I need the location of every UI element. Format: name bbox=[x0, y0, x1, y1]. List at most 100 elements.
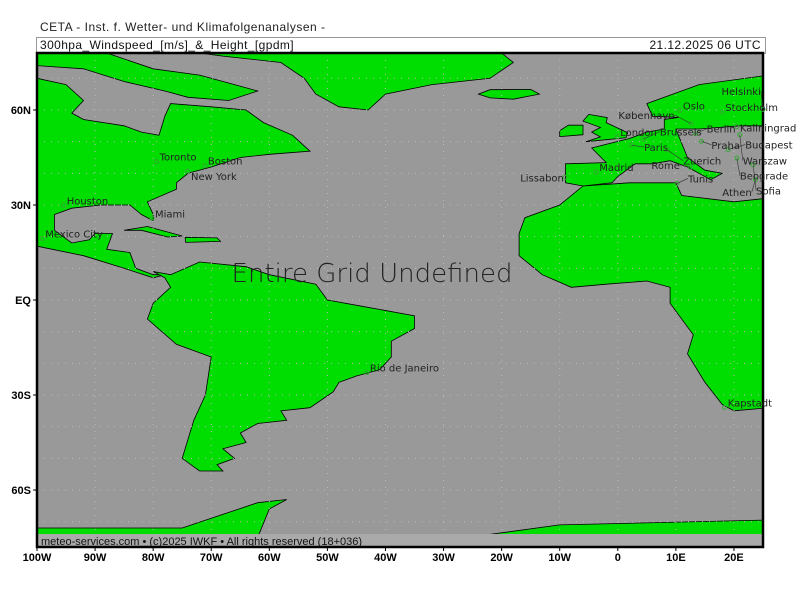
lon-tick-label: 100W bbox=[23, 552, 52, 564]
city-marker bbox=[722, 404, 728, 410]
city-leader-line bbox=[676, 178, 689, 184]
city-label: Kapstadt bbox=[728, 398, 772, 409]
city-label: London bbox=[620, 128, 657, 139]
city-leader-line bbox=[760, 90, 764, 110]
city-label: Rome bbox=[651, 161, 680, 172]
city-label: Brussels bbox=[660, 128, 702, 139]
lon-tick-label: 80W bbox=[142, 552, 165, 564]
city-label: Boston bbox=[208, 157, 243, 168]
footer-band bbox=[37, 534, 763, 547]
land-iceland bbox=[477, 88, 541, 100]
land-arctic-islands bbox=[37, 53, 260, 101]
city-leader-line bbox=[643, 131, 661, 140]
lon-tick-label: 20W bbox=[490, 552, 513, 564]
city-label: København bbox=[618, 111, 674, 122]
land-europe bbox=[565, 75, 763, 187]
city-label: Lissabon bbox=[520, 173, 564, 184]
city-leader-line bbox=[667, 149, 684, 161]
city-marker bbox=[674, 180, 680, 186]
city-marker bbox=[693, 131, 699, 137]
city-leader-line bbox=[631, 144, 645, 148]
city-label: Mexico City bbox=[45, 230, 103, 241]
lon-tick-label: 60W bbox=[258, 552, 281, 564]
city-leader-line bbox=[736, 158, 741, 176]
axis-ticks: 100W 90W 80W 70W 60W 50W 40W 30W 20W 10W 0 10E 20E 60… bbox=[11, 105, 744, 564]
organization-title: CETA - Inst. f. Wetter- und Klimafolgena… bbox=[40, 20, 326, 34]
city-marker bbox=[734, 155, 740, 161]
lon-tick-label: 0 bbox=[615, 552, 621, 564]
product-title: 300hpa_Windspeed_[m/s]_&_Height_[gpdm] bbox=[40, 38, 295, 52]
city-labels: Toronto Boston New York Houston Miami Mexico … bbox=[39, 87, 796, 410]
city-label: Stockholm bbox=[725, 103, 778, 114]
copyright-footer: meteo-services.com • (c)2025 IWKF • All … bbox=[41, 536, 362, 548]
land-south-america bbox=[146, 261, 415, 472]
city-label: Zuerich bbox=[683, 157, 721, 168]
lon-tick-label: 70W bbox=[200, 552, 223, 564]
city-marker bbox=[364, 370, 370, 376]
city-marker bbox=[687, 164, 693, 170]
city-label: Madrid bbox=[599, 163, 633, 174]
city-marker bbox=[664, 147, 670, 153]
city-marker bbox=[752, 177, 758, 183]
lat-tick-label: 30S bbox=[11, 390, 31, 402]
lon-tick-label: 30W bbox=[432, 552, 455, 564]
city-leaders bbox=[631, 90, 764, 193]
land-africa bbox=[518, 182, 763, 412]
city-names: Toronto Boston New York Houston Miami Mexico … bbox=[45, 87, 796, 410]
city-label: Rio de Janeiro bbox=[370, 364, 439, 375]
city-marker bbox=[185, 168, 191, 174]
city-leader-line bbox=[739, 134, 744, 161]
city-marker bbox=[562, 174, 568, 180]
city-leader-line bbox=[695, 128, 707, 135]
city-label: Warszaw bbox=[743, 157, 787, 168]
overlay-message: Entire Grid Undefined bbox=[232, 259, 513, 289]
city-label: Oslo bbox=[683, 101, 705, 112]
city-marker bbox=[202, 163, 208, 169]
city-marker bbox=[688, 121, 694, 127]
lon-tick-label: 90W bbox=[84, 552, 107, 564]
city-label: Miami bbox=[155, 209, 185, 220]
lat-tick-label: EQ bbox=[15, 295, 31, 307]
city-label: Berlin bbox=[707, 125, 736, 136]
city-marker bbox=[677, 107, 683, 113]
city-marker bbox=[61, 203, 67, 209]
land-north-america bbox=[37, 77, 311, 279]
land-greenland bbox=[199, 53, 514, 111]
land-hispaniola bbox=[184, 236, 222, 243]
city-leader-line bbox=[728, 144, 746, 150]
city-marker bbox=[698, 138, 704, 144]
lat-tick-label: 30N bbox=[11, 200, 31, 212]
lat-tick-label: 60S bbox=[11, 485, 31, 497]
city-leader-line bbox=[674, 114, 692, 124]
city-label: Helsinki bbox=[722, 87, 761, 98]
city-label: Houston bbox=[67, 197, 109, 208]
lon-tick-label: 10E bbox=[666, 552, 686, 564]
city-label: New York bbox=[191, 172, 237, 183]
city-label: Praha bbox=[711, 141, 740, 152]
city-leader-line bbox=[751, 179, 756, 193]
land-ireland bbox=[559, 124, 584, 138]
city-marker bbox=[149, 215, 155, 221]
lon-tick-label: 40W bbox=[374, 552, 397, 564]
valid-time: 21.12.2025 06 UTC bbox=[649, 38, 761, 52]
city-marker bbox=[719, 109, 725, 115]
city-leader-line bbox=[701, 141, 712, 146]
landmasses bbox=[37, 53, 763, 547]
city-marker bbox=[640, 136, 646, 142]
city-label: Beograde bbox=[740, 172, 788, 183]
lon-tick-label: 20E bbox=[724, 552, 744, 564]
city-label: Toronto bbox=[159, 153, 197, 164]
city-label: Paris bbox=[644, 143, 668, 154]
lon-tick-label: 50W bbox=[316, 552, 339, 564]
city-leader-line bbox=[752, 164, 757, 191]
city-marker bbox=[734, 124, 740, 130]
land-cuba bbox=[124, 226, 183, 238]
city-marker bbox=[39, 236, 45, 242]
city-marker bbox=[154, 159, 160, 165]
city-marker bbox=[725, 147, 731, 153]
city-leader-line bbox=[679, 164, 691, 168]
city-label: Budapest bbox=[745, 141, 792, 152]
city-label: Athen bbox=[722, 188, 751, 199]
lon-tick-label: 10W bbox=[548, 552, 571, 564]
